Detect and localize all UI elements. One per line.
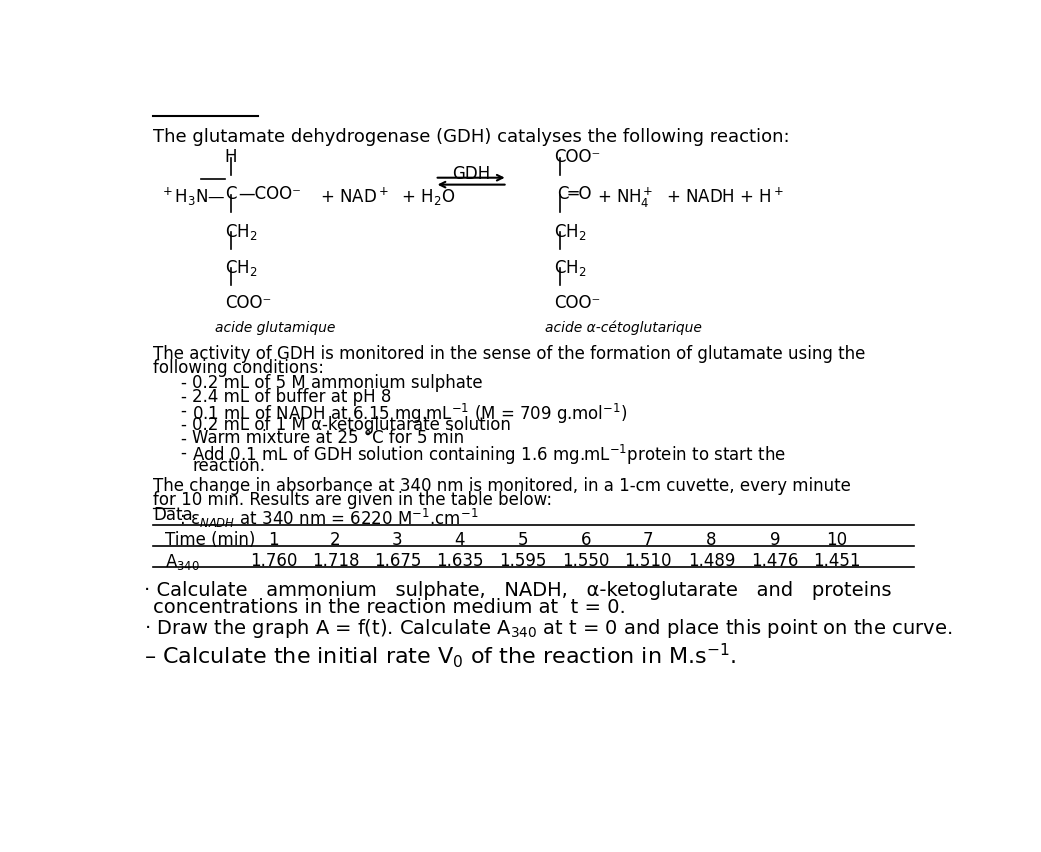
Text: 6: 6 bbox=[581, 531, 591, 550]
Text: The change in absorbance at 340 nm is monitored, in a 1-cm cuvette, every minute: The change in absorbance at 340 nm is mo… bbox=[153, 477, 852, 495]
Text: COO⁻: COO⁻ bbox=[554, 148, 601, 166]
Text: -: - bbox=[180, 374, 186, 392]
Text: CH$_2$: CH$_2$ bbox=[225, 258, 257, 278]
Text: – Calculate the initial rate V$_0$ of the reaction in M.s$^{-1}$.: – Calculate the initial rate V$_0$ of th… bbox=[144, 642, 736, 670]
Text: CH$_2$: CH$_2$ bbox=[225, 222, 257, 242]
Text: 1.718: 1.718 bbox=[311, 552, 359, 570]
Text: COO⁻: COO⁻ bbox=[554, 294, 601, 312]
Text: COO⁻: COO⁻ bbox=[225, 294, 271, 312]
Text: Data: Data bbox=[153, 506, 193, 525]
Text: C═O: C═O bbox=[557, 186, 591, 204]
Text: for 10 min. Results are given in the table below:: for 10 min. Results are given in the tab… bbox=[153, 491, 553, 509]
Text: 1: 1 bbox=[269, 531, 279, 550]
Text: + NH$_4^+$  + NADH + H$^+$: + NH$_4^+$ + NADH + H$^+$ bbox=[598, 186, 785, 210]
Text: 8: 8 bbox=[706, 531, 716, 550]
Text: CH$_2$: CH$_2$ bbox=[554, 222, 586, 242]
Text: acide glutamique: acide glutamique bbox=[215, 321, 336, 335]
Text: 0.1 mL of NADH at 6.15 mg.mL$^{-1}$ (M = 709 g.mol$^{-1}$): 0.1 mL of NADH at 6.15 mg.mL$^{-1}$ (M =… bbox=[193, 402, 628, 426]
Text: —COO⁻: —COO⁻ bbox=[238, 186, 302, 204]
Text: $^+$H$_3$N—: $^+$H$_3$N— bbox=[159, 186, 225, 208]
Text: 1.510: 1.510 bbox=[624, 552, 671, 570]
Text: 3: 3 bbox=[392, 531, 403, 550]
Text: C: C bbox=[225, 186, 236, 204]
Text: 1.476: 1.476 bbox=[752, 552, 798, 570]
Text: Time (min): Time (min) bbox=[166, 531, 255, 550]
Text: · Draw the graph A = f(t). Calculate A$_{340}$ at t = 0 and place this point on : · Draw the graph A = f(t). Calculate A$_… bbox=[144, 617, 953, 640]
Text: 1.451: 1.451 bbox=[813, 552, 861, 570]
Text: -: - bbox=[180, 402, 186, 420]
Text: CH$_2$: CH$_2$ bbox=[554, 258, 586, 278]
Text: The glutamate dehydrogenase (GDH) catalyses the following reaction:: The glutamate dehydrogenase (GDH) cataly… bbox=[153, 128, 790, 146]
Text: 2: 2 bbox=[330, 531, 340, 550]
Text: reaction.: reaction. bbox=[193, 458, 265, 475]
Text: · Calculate   ammonium   sulphate,   NADH,   α-ketoglutarate   and   proteins: · Calculate ammonium sulphate, NADH, α-k… bbox=[144, 581, 891, 600]
Text: following conditions:: following conditions: bbox=[153, 359, 325, 377]
Text: A$_{340}$: A$_{340}$ bbox=[166, 552, 200, 572]
Text: 1.675: 1.675 bbox=[374, 552, 422, 570]
Text: 1.760: 1.760 bbox=[250, 552, 297, 570]
Text: H: H bbox=[225, 148, 237, 166]
Text: 1.550: 1.550 bbox=[562, 552, 610, 570]
Text: -: - bbox=[180, 443, 186, 461]
Text: 2.4 mL of buffer at pH 8: 2.4 mL of buffer at pH 8 bbox=[193, 388, 391, 406]
Text: -: - bbox=[180, 416, 186, 434]
Text: 1.635: 1.635 bbox=[436, 552, 483, 570]
Text: -: - bbox=[180, 388, 186, 406]
Text: : ε$_{NADH}$ at 340 nm = 6220 M$^{-1}$.cm$^{-1}$: : ε$_{NADH}$ at 340 nm = 6220 M$^{-1}$.c… bbox=[174, 506, 479, 530]
Text: The activity of GDH is monitored in the sense of the formation of glutamate usin: The activity of GDH is monitored in the … bbox=[153, 345, 866, 363]
Text: Warm mixture at 25 °C for 5 min: Warm mixture at 25 °C for 5 min bbox=[193, 429, 464, 447]
Text: 4: 4 bbox=[454, 531, 464, 550]
Text: Add 0.1 mL of GDH solution containing 1.6 mg.mL$^{-1}$protein to start the: Add 0.1 mL of GDH solution containing 1.… bbox=[193, 443, 786, 468]
Text: 10: 10 bbox=[827, 531, 847, 550]
Text: 0.2 mL of 5 M ammonium sulphate: 0.2 mL of 5 M ammonium sulphate bbox=[193, 374, 483, 392]
Text: concentrations in the reaction medium at  t = 0.: concentrations in the reaction medium at… bbox=[153, 598, 626, 617]
Text: acide α-cétoglutarique: acide α-cétoglutarique bbox=[544, 321, 702, 336]
Text: GDH: GDH bbox=[452, 165, 490, 183]
Text: -: - bbox=[180, 429, 186, 447]
Text: 1.595: 1.595 bbox=[500, 552, 547, 570]
Text: 1.489: 1.489 bbox=[688, 552, 735, 570]
Text: + NAD$^+$  + H$_2$O: + NAD$^+$ + H$_2$O bbox=[320, 186, 455, 208]
Text: 7: 7 bbox=[642, 531, 653, 550]
Text: 9: 9 bbox=[769, 531, 780, 550]
Text: 5: 5 bbox=[517, 531, 528, 550]
Text: 0.2 mL of 1 M α-ketoglutarate solution: 0.2 mL of 1 M α-ketoglutarate solution bbox=[193, 416, 511, 434]
